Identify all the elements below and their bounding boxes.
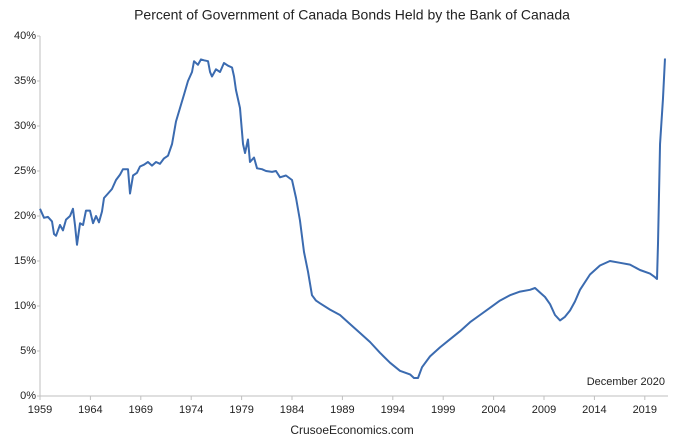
x-tick-label: 2009 [532,404,556,416]
y-tick-label: 0% [20,390,36,402]
y-tick-label: 35% [14,75,36,87]
line [39,58,666,379]
annotation: December 2020 [587,376,665,388]
x-tick-label: 2019 [633,404,657,416]
y-tick-label: 20% [14,210,36,222]
x-tick-label: 1994 [381,404,405,416]
y-tick-label: 40% [14,30,36,42]
x-tick-label: 1964 [78,404,102,416]
y-tick-label: 25% [14,165,36,177]
x-tick-label: 1984 [280,404,304,416]
y-tick-label: 15% [14,255,36,267]
y-tick-label: 10% [14,300,36,312]
x-tick-label: 1974 [179,404,203,416]
x-tick-label: 2014 [582,404,606,416]
x-tick-label: 1999 [431,404,455,416]
y-tick-label: 30% [14,120,36,132]
x-tick-label: 1979 [229,404,253,416]
source: CrusoeEconomics.com [290,423,413,437]
x-tick-label: 2004 [481,404,505,416]
x-tick-label: 1989 [330,404,354,416]
y-tick-label: 5% [20,345,36,357]
x-tick-label: 1969 [129,404,153,416]
x-tick-label: 1959 [28,404,52,416]
chart-title: Percent of Government of Canada Bonds He… [134,7,570,23]
